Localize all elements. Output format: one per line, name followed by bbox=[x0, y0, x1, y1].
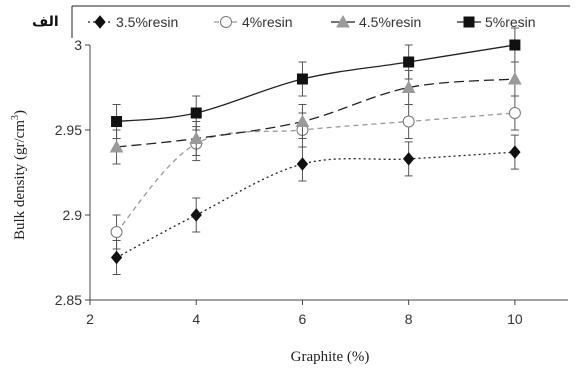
data-point bbox=[296, 157, 309, 171]
data-point bbox=[403, 152, 415, 166]
series-line bbox=[116, 151, 515, 259]
data-point bbox=[109, 139, 124, 153]
x-ticks: 2 4 6 8 10 bbox=[86, 300, 523, 327]
legend-marker bbox=[94, 15, 106, 29]
y-axis-title: Bulk density (gr/cm3) bbox=[10, 110, 28, 240]
data-point bbox=[190, 208, 202, 222]
data-point bbox=[295, 114, 310, 127]
legend-label: 4%resin bbox=[242, 14, 293, 30]
data-point bbox=[509, 145, 521, 159]
legend-marker bbox=[220, 16, 232, 28]
data-point bbox=[189, 131, 204, 144]
legend-item: 5%resin bbox=[457, 14, 536, 30]
series-line bbox=[116, 44, 515, 123]
series-line bbox=[116, 112, 515, 233]
y-tick-label: 2.95 bbox=[55, 122, 82, 138]
series-4%resin bbox=[110, 95, 521, 250]
series-3.5%resin bbox=[110, 134, 521, 275]
data-point bbox=[401, 80, 416, 93]
data-point bbox=[190, 107, 202, 119]
legend-label: 5%resin bbox=[485, 14, 536, 30]
data-point bbox=[508, 107, 521, 119]
series-line bbox=[116, 78, 515, 148]
data-point bbox=[508, 71, 522, 85]
legend-marker bbox=[336, 14, 350, 28]
data-point bbox=[110, 226, 123, 238]
series-4.5%resin bbox=[109, 61, 522, 165]
x-tick-label: 4 bbox=[192, 311, 200, 327]
y-axis-title-end: ) bbox=[12, 110, 28, 115]
y-axis-title-main: Bulk density (gr/cm bbox=[12, 120, 28, 240]
x-tick-label: 2 bbox=[86, 311, 94, 327]
data-point bbox=[110, 250, 123, 265]
y-tick-label: 3 bbox=[74, 37, 82, 53]
data-point bbox=[509, 39, 521, 51]
legend-label: 3.5%resin bbox=[116, 14, 178, 30]
x-tick-label: 8 bbox=[405, 311, 413, 327]
y-ticks: 2.85 2.9 2.95 3 bbox=[55, 37, 90, 308]
data-point bbox=[111, 116, 123, 127]
y-axis-title-sup: 3 bbox=[10, 115, 21, 120]
legend-item: 3.5%resin bbox=[88, 14, 178, 30]
plot-area bbox=[109, 27, 522, 275]
x-tick-label: 10 bbox=[507, 311, 523, 327]
data-point bbox=[402, 115, 415, 128]
data-point bbox=[296, 73, 308, 85]
data-point bbox=[403, 56, 415, 68]
legend: 3.5%resin 4%resin 4.5%resin 5%resin bbox=[88, 14, 536, 30]
series-5%resin bbox=[111, 27, 521, 139]
x-tick-label: 6 bbox=[299, 311, 307, 327]
y-tick-label: 2.85 bbox=[55, 292, 82, 308]
panel-label: الف bbox=[32, 14, 59, 30]
legend-label: 4.5%resin bbox=[359, 14, 421, 30]
legend-marker bbox=[463, 16, 475, 28]
legend-item: 4.5%resin bbox=[331, 14, 421, 30]
legend-item: 4%resin bbox=[214, 14, 293, 30]
x-axis-title: Graphite (%) bbox=[291, 349, 370, 365]
y-tick-label: 2.9 bbox=[63, 207, 83, 223]
